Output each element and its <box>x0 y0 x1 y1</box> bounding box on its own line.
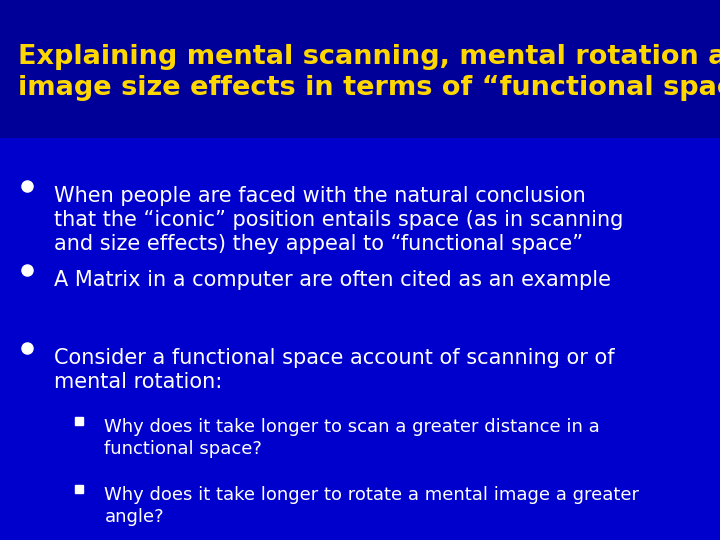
Text: Consider a functional space account of scanning or of
mental rotation:: Consider a functional space account of s… <box>54 348 615 392</box>
Text: Why does it take longer to scan a greater distance in a
functional space?: Why does it take longer to scan a greate… <box>104 418 600 458</box>
Bar <box>0 0 720 138</box>
Text: A Matrix in a computer are often cited as an example: A Matrix in a computer are often cited a… <box>54 270 611 290</box>
Text: Why does it take longer to rotate a mental image a greater
angle?: Why does it take longer to rotate a ment… <box>104 486 639 525</box>
Text: Explaining mental scanning, mental rotation and
image size effects in terms of “: Explaining mental scanning, mental rotat… <box>18 44 720 102</box>
Text: When people are faced with the natural conclusion
that the “iconic” position ent: When people are faced with the natural c… <box>54 186 624 254</box>
